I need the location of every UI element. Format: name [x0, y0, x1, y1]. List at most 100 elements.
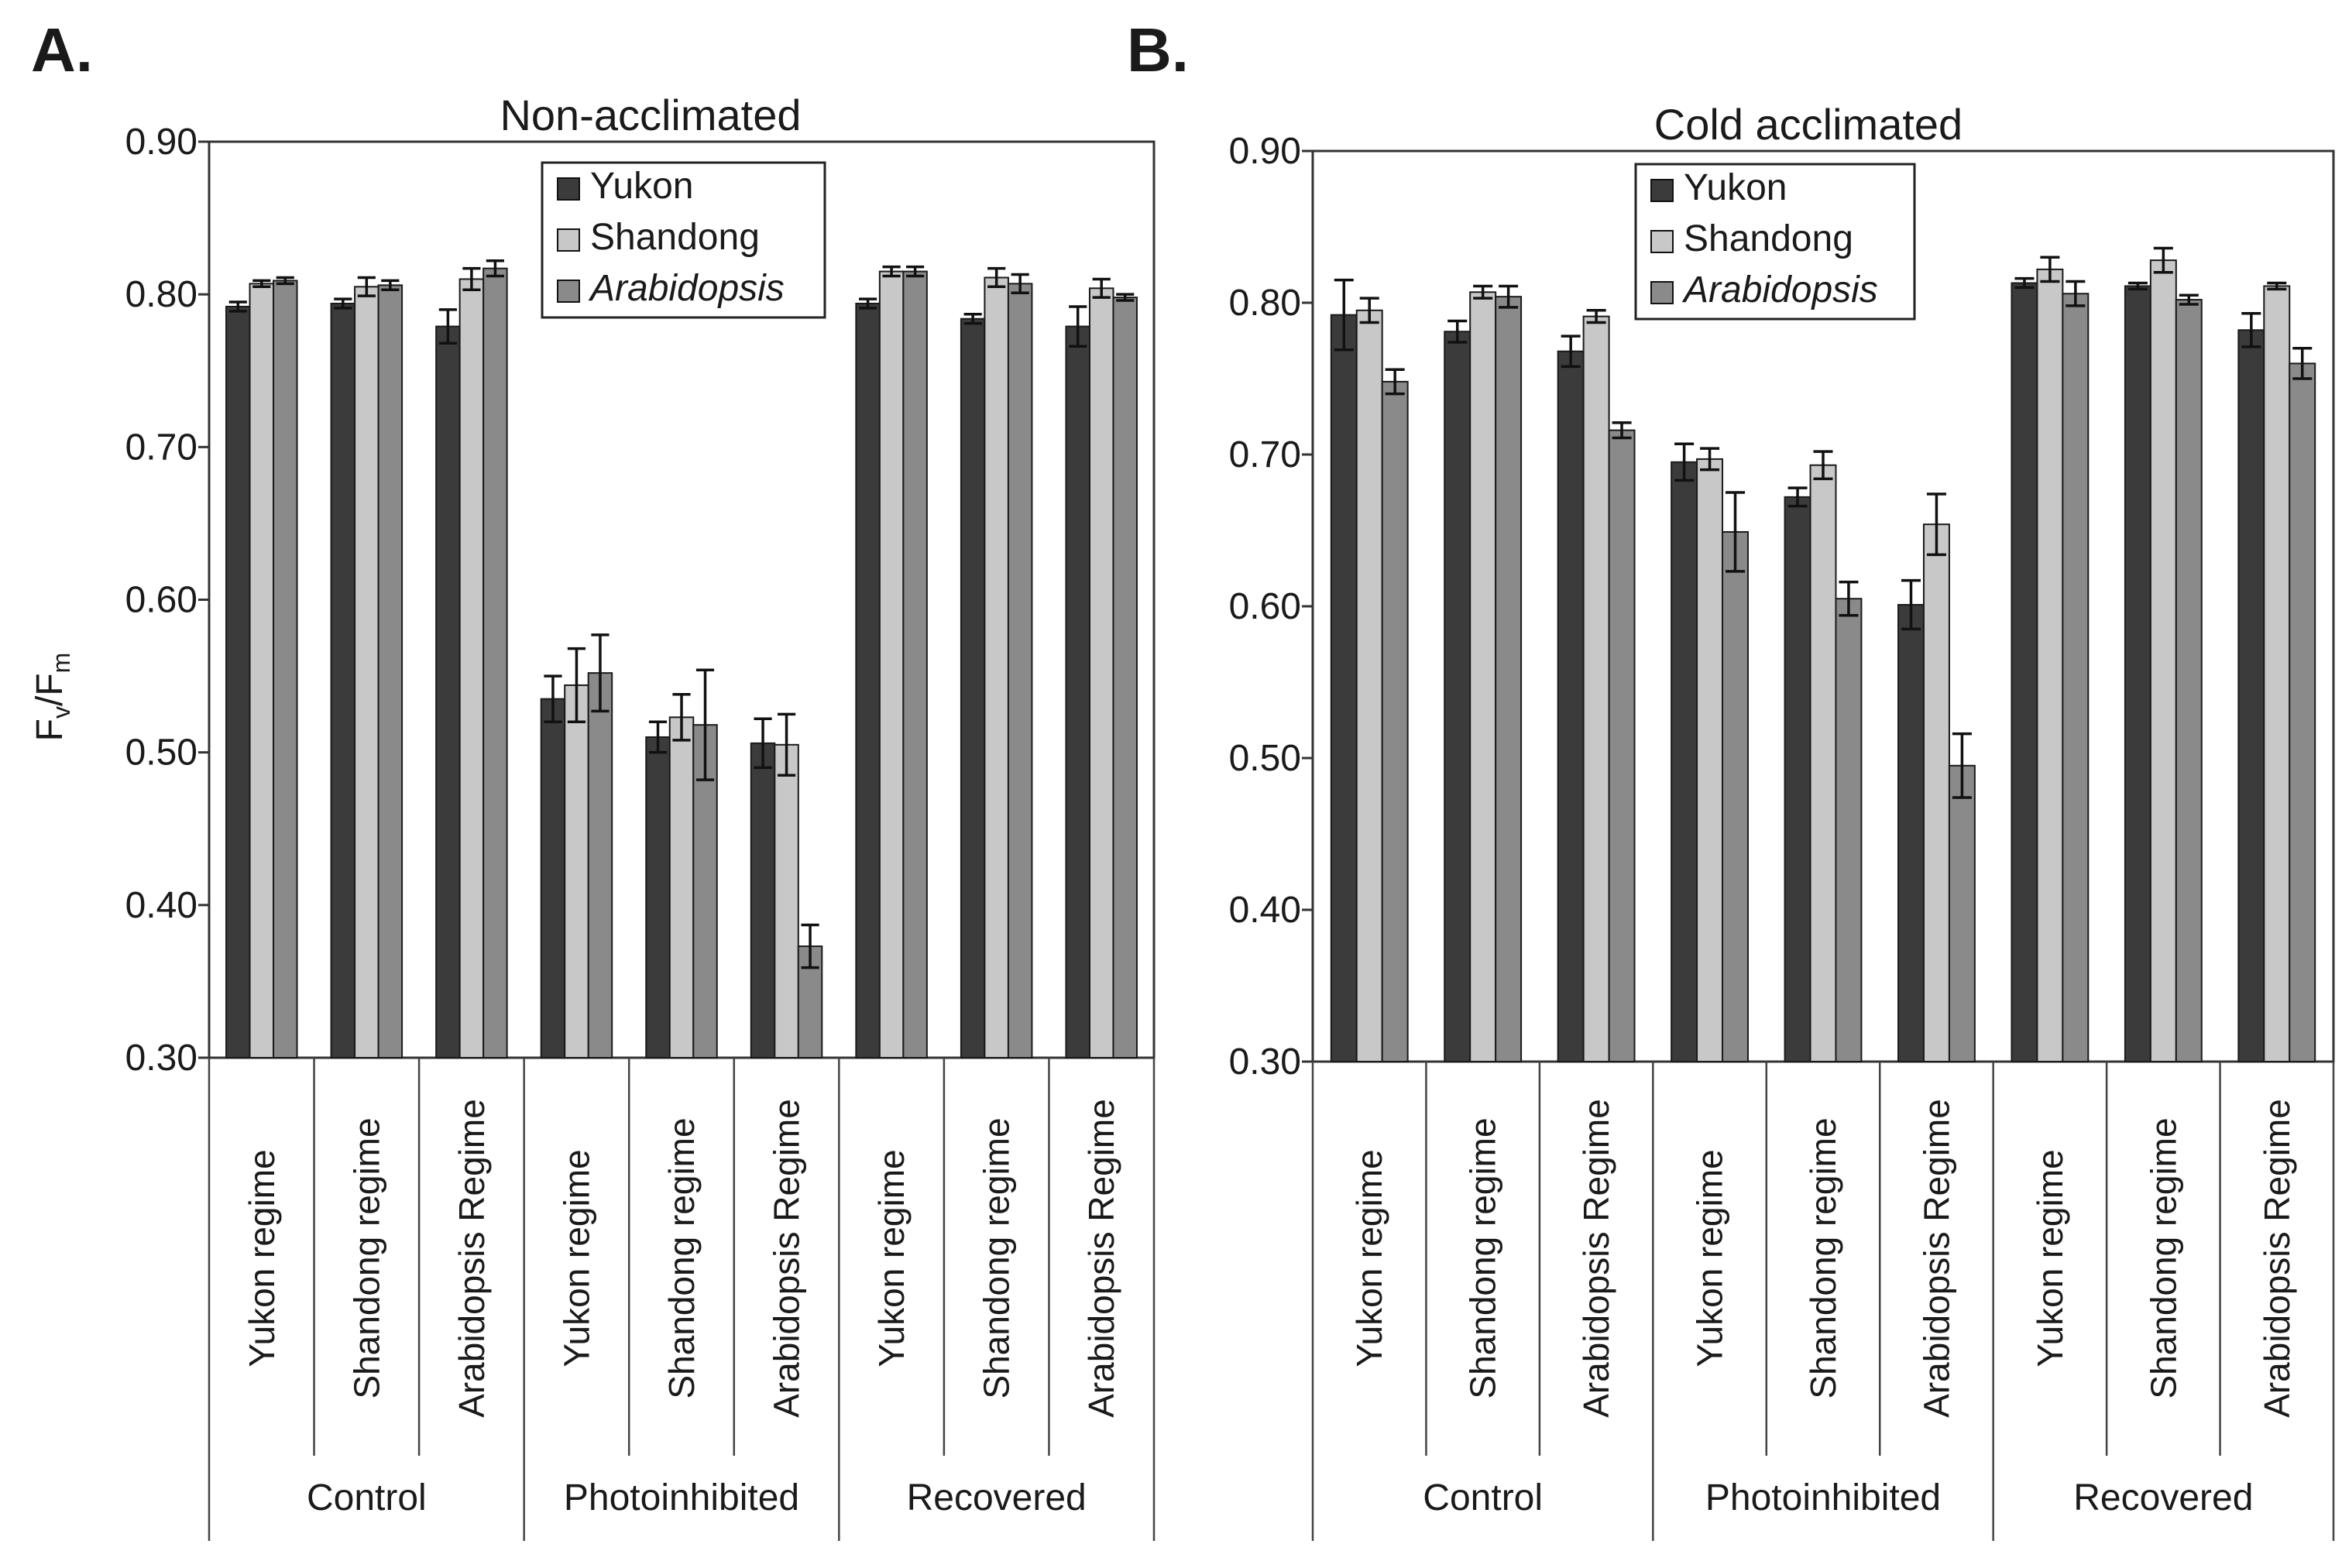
- legend-label-shandong: Shandong: [1684, 218, 1853, 259]
- y-tick-label: 0.40: [125, 885, 197, 926]
- legend-swatch-yukon: [557, 177, 580, 201]
- category-label: Shandong regime: [346, 1117, 386, 1398]
- category-label: Yukon regime: [1690, 1149, 1730, 1367]
- legend-swatch-shandong: [557, 228, 580, 252]
- bar-arabidopsis: [377, 284, 403, 1058]
- category-label: Yukon regime: [871, 1149, 912, 1367]
- legend-swatch-shandong: [1650, 230, 1674, 253]
- chart-a-title: Non-acclimated: [500, 91, 801, 139]
- y-tick-label: 0.60: [125, 580, 197, 621]
- bar-shandong: [774, 743, 799, 1059]
- bar-yukon: [2124, 285, 2151, 1062]
- legend-box: [1634, 163, 1916, 321]
- bar-yukon: [645, 736, 671, 1058]
- bar-yukon: [1065, 325, 1090, 1058]
- bar-yukon: [2011, 282, 2038, 1062]
- bar-yukon: [960, 317, 986, 1059]
- y-label-slash-f: /F: [29, 673, 70, 706]
- category-label: Yukon regime: [556, 1149, 596, 1367]
- bar-shandong: [354, 286, 379, 1058]
- legend-swatch-arabidopsis: [557, 280, 580, 303]
- bar-shandong: [1809, 464, 1837, 1062]
- category-label: Arabidopsis Regime: [452, 1099, 492, 1418]
- bar-arabidopsis: [1948, 764, 1976, 1062]
- bar-arabidopsis: [1495, 296, 1523, 1063]
- bar-yukon: [540, 698, 566, 1058]
- panel-b: B. Cold acclimated 0.30 0.40 0.50 0.60 0.70 0…: [1127, 15, 2335, 1541]
- group-label: Photoinhibited: [1705, 1477, 1941, 1518]
- group-label: Recovered: [2073, 1477, 2253, 1518]
- y-tick-label: 0.60: [1229, 586, 1301, 627]
- y-tick-label: 0.90: [125, 122, 197, 163]
- legend-label-arabidopsis: Arabidopsis: [588, 268, 785, 309]
- legend-box: [541, 161, 826, 319]
- bar-arabidopsis: [2175, 299, 2203, 1062]
- bar-yukon: [435, 325, 461, 1058]
- y-tick-label: 0.80: [1229, 283, 1301, 324]
- category-label: Yukon regime: [2030, 1149, 2070, 1367]
- category-label: Arabidopsis Regime: [1081, 1099, 1121, 1418]
- legend-swatch-yukon: [1650, 179, 1674, 202]
- category-label: Shandong regime: [2143, 1117, 2183, 1398]
- bar-shandong: [1088, 287, 1114, 1058]
- y-tick-label: 0.70: [1229, 434, 1301, 475]
- bar-arabidopsis: [1381, 380, 1409, 1063]
- bar-shandong: [1922, 523, 1950, 1062]
- legend-label-shandong: Shandong: [590, 217, 760, 258]
- group-label: Control: [307, 1477, 427, 1518]
- bar-arabidopsis: [2289, 362, 2316, 1062]
- bar-shandong: [984, 276, 1009, 1058]
- bar-yukon: [750, 742, 776, 1058]
- bar-arabidopsis: [1007, 283, 1033, 1058]
- y-tick-label: 0.70: [125, 427, 197, 468]
- bar-yukon: [225, 305, 251, 1058]
- y-label-f: F: [29, 719, 70, 741]
- panel-a: A. Non-acclimated Fv/Fm 0.30 0.40 0.50 0.60…: [29, 15, 1156, 1541]
- bar-arabidopsis: [1608, 429, 1636, 1062]
- bar-arabidopsis: [902, 270, 928, 1058]
- category-label: Arabidopsis Regime: [1916, 1099, 1956, 1418]
- category-label: Shandong regime: [1463, 1117, 1503, 1398]
- legend-swatch-arabidopsis: [1650, 281, 1674, 304]
- bar-shandong: [2263, 285, 2291, 1062]
- bar-arabidopsis: [1722, 530, 1749, 1062]
- bar-arabidopsis: [1112, 297, 1138, 1058]
- category-label: Yukon regime: [1349, 1149, 1389, 1367]
- group-label: Photoinhibited: [564, 1477, 799, 1518]
- y-label-sub-m: m: [47, 653, 75, 674]
- panel-a-label: A.: [31, 15, 93, 84]
- category-label: Shandong regime: [977, 1117, 1017, 1398]
- legend-label-yukon: Yukon: [1684, 167, 1787, 208]
- bar-arabidopsis: [273, 280, 298, 1058]
- y-tick-label: 0.80: [125, 274, 197, 315]
- y-tick-label: 0.50: [1229, 738, 1301, 779]
- bar-arabidopsis: [1835, 598, 1863, 1062]
- group-label: Control: [1423, 1477, 1543, 1518]
- bar-shandong: [2036, 268, 2064, 1062]
- category-label: Yukon regime: [242, 1149, 282, 1367]
- category-label: Arabidopsis Regime: [1576, 1099, 1616, 1418]
- bar-arabidopsis: [482, 267, 508, 1059]
- bar-shandong: [1696, 458, 1724, 1062]
- bar-yukon: [855, 302, 881, 1059]
- bar-shandong: [878, 270, 905, 1058]
- y-tick-label: 0.30: [125, 1038, 197, 1079]
- y-label-sub-v: v: [47, 706, 75, 719]
- legend-label-arabidopsis: Arabidopsis: [1681, 269, 1878, 311]
- y-tick-label: 0.50: [125, 733, 197, 774]
- bar-arabidopsis: [587, 672, 613, 1058]
- category-label: Shandong regime: [1803, 1117, 1843, 1398]
- bar-shandong: [249, 283, 275, 1058]
- bar-yukon: [1897, 604, 1925, 1062]
- bar-shandong: [668, 716, 695, 1059]
- bar-shandong: [2149, 259, 2177, 1062]
- bar-yukon: [1671, 461, 1698, 1062]
- bar-shandong: [458, 278, 485, 1058]
- bar-yukon: [1557, 350, 1585, 1063]
- bar-shandong: [1355, 309, 1383, 1062]
- bar-yukon: [1444, 331, 1471, 1062]
- y-axis-label: Fv/Fm: [29, 653, 75, 742]
- bar-yukon: [1784, 496, 1811, 1062]
- y-tick-label: 0.30: [1229, 1041, 1301, 1083]
